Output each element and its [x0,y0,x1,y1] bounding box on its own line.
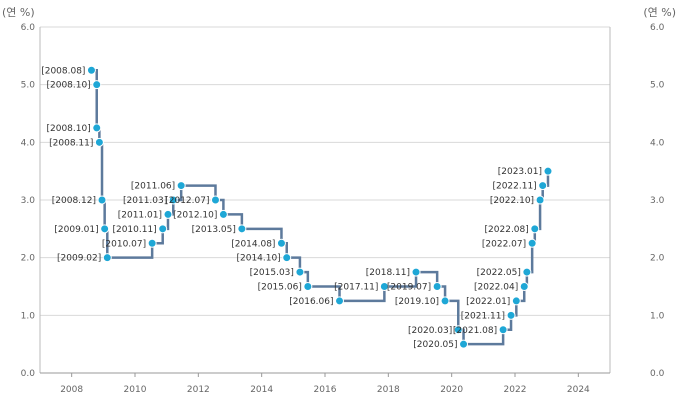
data-point [86,65,96,75]
data-label: [2016.06] [289,297,333,307]
data-point [543,166,553,176]
data-point [411,267,421,277]
data-point [498,325,508,335]
data-point [295,267,305,277]
x-tick-label: 2010 [124,385,147,395]
data-label: [2022.04] [474,283,518,293]
y-tick-label-left: 5.0 [21,81,36,91]
data-point [535,195,545,205]
data-point [237,224,247,234]
data-label: [2022.10] [490,196,534,206]
data-label: [2009.02] [57,254,101,264]
y-tick-label-right: 2.0 [650,254,665,264]
data-label: [2022.07] [482,239,526,249]
y-tick-label-right: 1.0 [650,311,665,321]
data-label: [2020.05] [413,340,457,350]
data-label: [2008.08] [41,66,85,76]
data-point [282,253,292,263]
y-tick-label-left: 2.0 [21,254,36,264]
data-point [100,224,110,234]
data-label: [2012.10] [173,210,217,220]
data-label: [2008.11] [49,138,93,148]
data-label: [2012.07] [165,196,209,206]
data-label: [2008.10] [46,81,90,91]
data-point [453,325,463,335]
data-point [158,224,168,234]
data-label: [2008.10] [46,124,90,134]
x-tick-label: 2022 [504,385,527,395]
data-label: [2022.01] [466,297,510,307]
data-label: [2015.03] [250,268,294,278]
data-label: [2014.10] [236,254,280,264]
y-tick-label-right: 4.0 [650,138,665,148]
data-label: [2011.03] [123,196,167,206]
x-tick-label: 2012 [187,385,210,395]
data-point [176,181,186,191]
data-label: [2022.08] [485,225,529,235]
y-tick-label-left: 4.0 [21,138,36,148]
data-point [511,296,521,306]
data-point [522,267,532,277]
data-label: [2011.01] [118,210,162,220]
x-tick-label: 2016 [314,385,337,395]
x-tick-label: 2020 [440,385,463,395]
data-point [379,282,389,291]
data-label: [2023.01] [498,167,542,177]
data-label: [2021.11] [461,311,505,321]
data-point [506,310,516,320]
data-point [335,296,345,306]
data-label: [2013.05] [192,225,236,235]
y-tick-label-right: 5.0 [650,81,665,91]
data-point [530,224,540,234]
data-point [303,282,313,291]
data-label: [2010.07] [102,239,146,249]
data-label: [2019.10] [395,297,439,307]
data-point [102,253,112,263]
data-label: [2017.11] [334,283,378,293]
data-point [276,238,286,248]
x-tick-label: 2024 [567,385,590,395]
data-point [94,137,104,147]
data-point [92,80,102,90]
y-tick-label-left: 6.0 [21,23,36,33]
y-tick-label-right: 6.0 [650,23,665,33]
data-label: [2008.12] [52,196,96,206]
y-tick-label-left: 3.0 [21,196,36,206]
data-label: [2009.01] [54,225,98,235]
data-label: [2021.08] [453,326,497,336]
data-point [527,238,537,248]
data-point [440,296,450,306]
data-point [92,123,102,133]
data-point [519,282,529,291]
data-label: [2011.06] [131,182,175,192]
data-point [210,195,220,205]
y-axis-unit-left: (연 %) [2,6,35,19]
x-tick-label: 2008 [60,385,83,395]
data-label: [2014.08] [231,239,275,249]
data-point [459,339,469,349]
x-tick-label: 2014 [250,385,273,395]
y-tick-label-right: 3.0 [650,196,665,206]
data-point [432,282,442,291]
data-point [168,195,178,205]
data-label: [2010.11] [112,225,156,235]
data-point [97,195,107,205]
data-label: [2015.06] [258,283,302,293]
data-label: [2022.05] [477,268,521,278]
data-label: [2019.07] [387,283,431,293]
data-label: [2018.11] [366,268,410,278]
y-tick-label-left: 1.0 [21,311,36,321]
y-tick-label-right: 0.0 [650,369,665,379]
y-axis-unit-right: (연 %) [643,6,676,19]
y-tick-label-left: 0.0 [21,369,36,379]
x-tick-label: 2018 [377,385,400,395]
data-point [147,238,157,248]
data-point [218,209,228,219]
data-label: [2020.03] [408,326,452,336]
data-point [163,209,173,219]
data-label: [2022.11] [492,182,536,192]
data-point [538,181,548,191]
